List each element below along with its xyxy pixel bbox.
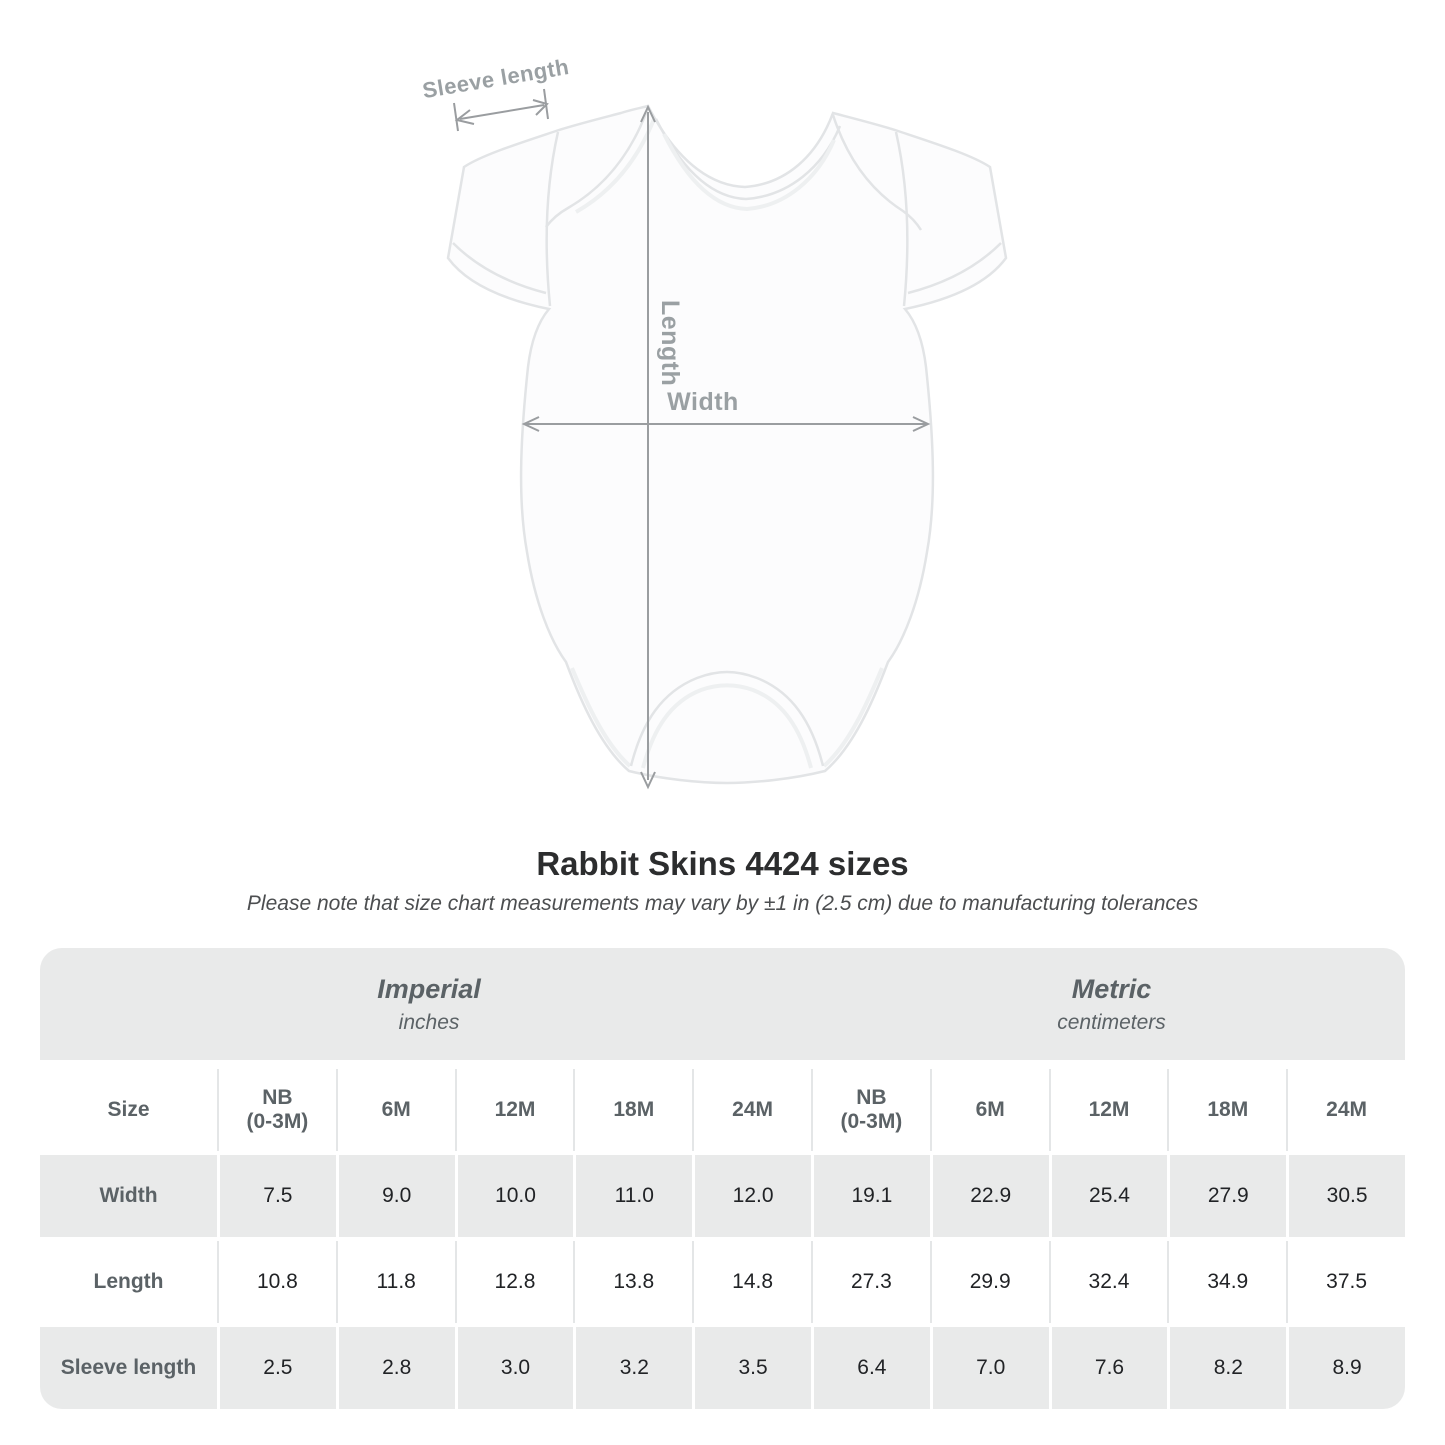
- right-leg-seam: [822, 667, 884, 768]
- collar-shadow: [662, 133, 836, 212]
- table-row-width: Width 7.5 9.0 10.0 11.0 12.0 19.1 22.9 2…: [40, 1151, 1405, 1237]
- value-cell: 11.0: [573, 1155, 692, 1237]
- col-header-24m-imperial: 24M: [692, 1069, 811, 1151]
- value-cell: 2.8: [335, 1327, 455, 1409]
- value-cell: 11.8: [335, 1241, 455, 1323]
- value-cell: 8.2: [1167, 1327, 1286, 1409]
- col-header-6m-metric: 6M: [929, 1069, 1049, 1151]
- left-leg-seam: [570, 667, 632, 768]
- value-cell: 7.5: [217, 1155, 336, 1237]
- left-lap-seam: [545, 107, 650, 228]
- value-cell: 37.5: [1286, 1241, 1405, 1323]
- value-cell: 3.5: [692, 1327, 811, 1409]
- value-cell: 32.4: [1048, 1241, 1168, 1323]
- col-header-12m-metric: 12M: [1048, 1069, 1168, 1151]
- metric-sublabel: centimeters: [1057, 1010, 1166, 1034]
- right-lap-seam: [831, 114, 923, 231]
- unit-group-metric: Metric centimeters: [818, 948, 1405, 1060]
- collar-seam: [654, 118, 842, 201]
- imperial-sublabel: inches: [398, 1010, 460, 1034]
- length-dimension-label: Length: [656, 300, 684, 386]
- length-dimension-arrow: [640, 104, 656, 790]
- col-header-18m-metric: 18M: [1167, 1069, 1286, 1151]
- table-row-length: Length 10.8 11.8 12.8 13.8 14.8 27.3 29.…: [40, 1237, 1405, 1323]
- snap-flap-seam-inner: [641, 683, 813, 769]
- right-cuff-seam: [907, 242, 1002, 295]
- value-cell: 19.1: [811, 1155, 930, 1237]
- row-label-width: Width: [99, 1183, 158, 1207]
- unit-group-imperial: Imperial inches: [40, 948, 818, 1060]
- value-cell: 10.8: [217, 1241, 336, 1323]
- value-cell: 22.9: [929, 1155, 1049, 1237]
- imperial-label: Imperial: [377, 973, 481, 1004]
- table-row-sleeve-length: Sleeve length 2.5 2.8 3.0 3.2 3.5 6.4 7.…: [40, 1323, 1405, 1409]
- value-cell: 2.5: [217, 1327, 336, 1409]
- row-label-sleeve-length: Sleeve length: [60, 1355, 197, 1379]
- value-cell: 34.9: [1167, 1241, 1286, 1323]
- col-header-nb-metric: NB (0-3M): [811, 1069, 930, 1151]
- col-header-nb-imperial: NB (0-3M): [217, 1069, 336, 1151]
- value-cell: 6.4: [811, 1327, 930, 1409]
- value-cell: 14.8: [692, 1241, 811, 1323]
- col-header-18m-imperial: 18M: [573, 1069, 692, 1151]
- value-cell: 3.0: [454, 1327, 574, 1409]
- width-dimension-arrow: [521, 416, 931, 432]
- unit-band: Imperial inches Metric centimeters: [40, 948, 1405, 1060]
- col-header-size: Size: [107, 1097, 150, 1121]
- left-cuff-seam: [452, 242, 547, 295]
- metric-label: Metric: [1071, 973, 1152, 1004]
- col-header-24m-metric: 24M: [1286, 1069, 1405, 1151]
- row-label-length: Length: [93, 1269, 164, 1293]
- value-cell: 27.3: [811, 1241, 930, 1323]
- value-cell: 9.0: [335, 1155, 455, 1237]
- right-armhole-seam: [894, 131, 909, 307]
- value-cell: 8.9: [1286, 1327, 1405, 1409]
- width-dimension-label: Width: [667, 388, 739, 416]
- value-cell: 13.8: [573, 1241, 692, 1323]
- table-header-row: Size NB (0-3M) 6M 12M 18M 24M NB (0-3M) 6M…: [40, 1065, 1405, 1151]
- col-header-6m-imperial: 6M: [335, 1069, 455, 1151]
- tolerance-note: Please note that size chart measurements…: [246, 892, 1199, 915]
- chart-heading: Rabbit Skins 4424 sizes Please note that…: [0, 845, 1445, 916]
- page-title: Rabbit Skins 4424 sizes: [536, 845, 909, 882]
- onesie-body-outline: [446, 104, 1008, 785]
- value-cell: 3.2: [573, 1327, 692, 1409]
- snap-flap-seam: [629, 670, 825, 767]
- value-cell: 27.9: [1167, 1155, 1286, 1237]
- value-cell: 25.4: [1048, 1155, 1168, 1237]
- value-cell: 7.6: [1048, 1327, 1168, 1409]
- value-cell: 29.9: [929, 1241, 1049, 1323]
- left-armhole-seam: [545, 131, 560, 307]
- value-cell: 7.0: [929, 1327, 1049, 1409]
- sleeve-length-dimension-label: Sleeve length: [421, 54, 571, 103]
- col-header-12m-imperial: 12M: [454, 1069, 574, 1151]
- value-cell: 12.8: [454, 1241, 574, 1323]
- value-cell: 10.0: [454, 1155, 574, 1237]
- onesie-diagram: Length Width Sleeve length: [421, 54, 1008, 790]
- value-cell: 12.0: [692, 1155, 811, 1237]
- sleeve-length-dimension-arrow: [453, 88, 549, 132]
- size-chart-table: Imperial inches Metric centimeters Size …: [40, 948, 1405, 1409]
- value-cell: 30.5: [1286, 1155, 1405, 1237]
